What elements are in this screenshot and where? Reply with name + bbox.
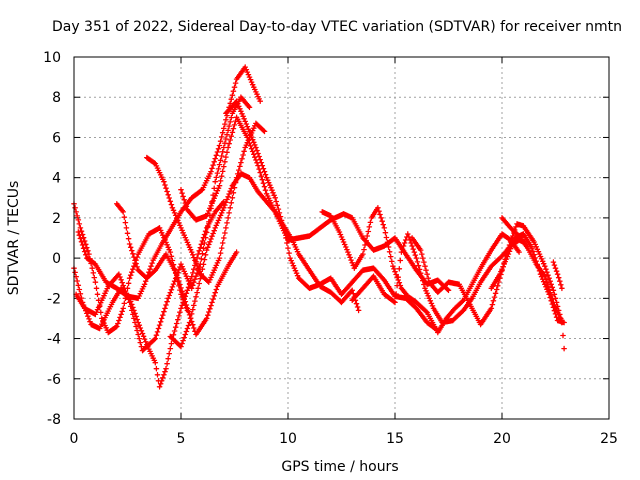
x-tick-label: 10 (279, 431, 297, 447)
y-tick-label: -6 (47, 372, 61, 388)
x-tick-label: 5 (177, 431, 186, 447)
y-axis-label: SDTVAR / TECUs (6, 181, 22, 296)
y-tick-label: 6 (52, 130, 61, 146)
plot-frame (73, 56, 610, 420)
data-series (71, 64, 567, 390)
series-trace-j (319, 204, 522, 336)
series-trace-g (167, 170, 452, 350)
x-axis-label: GPS time / hours (281, 459, 398, 475)
series-trace-i (223, 98, 441, 334)
y-tick-label: 0 (52, 251, 61, 267)
series-trace-o (550, 259, 565, 292)
y-tick-label: 10 (43, 50, 61, 66)
x-tick-label: 25 (600, 431, 618, 447)
y-tick-label: 8 (52, 90, 61, 106)
x-tick-label: 20 (493, 431, 511, 447)
series-trace-l (409, 221, 567, 352)
y-tick-label: 2 (52, 211, 61, 227)
y-tick-label: -4 (47, 332, 61, 348)
x-tick-label: 15 (386, 431, 404, 447)
y-ticks: -8 -6 -4 -2 0 2 4 6 8 10 (43, 50, 609, 428)
series-trace-n (499, 215, 565, 326)
series-trace-d (75, 64, 264, 302)
series-trace-e (113, 200, 240, 338)
series-trace-m (488, 231, 567, 326)
series-trace-f (143, 120, 268, 286)
y-tick-label: 4 (52, 171, 61, 187)
y-tick-label: -2 (47, 291, 61, 307)
chart-title: Day 351 of 2022, Sidereal Day-to-day VTE… (52, 19, 622, 35)
y-tick-label: -8 (47, 412, 61, 428)
x-tick-label: 0 (70, 431, 79, 447)
